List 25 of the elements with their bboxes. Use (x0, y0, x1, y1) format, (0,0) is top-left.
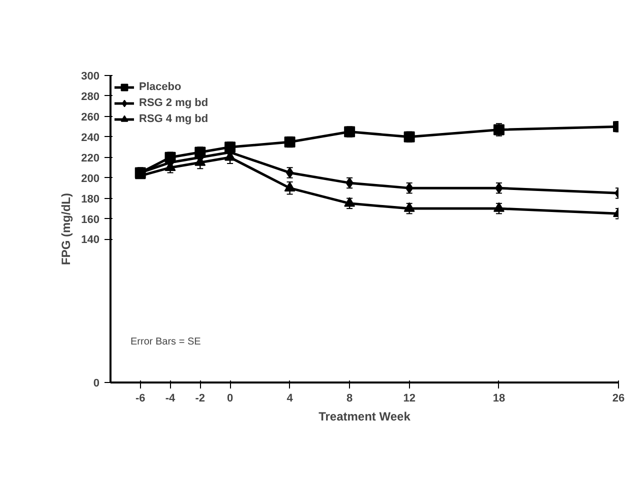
y-tick-label: 280 (81, 90, 100, 103)
x-tick-label: 26 (612, 392, 625, 404)
y-tick-label: 260 (81, 111, 100, 124)
legend-label: RSG 4 mg bd (139, 112, 208, 127)
x-tick-label: -4 (165, 392, 176, 404)
legend-label: Placebo (139, 80, 182, 95)
y-axis-title: FPG (mg/dL) (59, 192, 74, 265)
y-tick-label: 140 (81, 234, 100, 246)
x-tick-label: 4 (286, 392, 294, 404)
y-tick-label: 220 (81, 152, 100, 164)
x-tick-label: -2 (195, 392, 206, 404)
x-tick-label: 18 (492, 392, 506, 404)
y-tick-label: 160 (81, 214, 100, 226)
y-tick-label: 200 (81, 172, 100, 185)
y-tick-label: 240 (81, 132, 100, 144)
x-tick-label: 12 (403, 392, 416, 404)
x-tick-label: 8 (346, 392, 353, 404)
y-tick-label: 0 (93, 378, 100, 390)
legend-label: RSG 2 mg bd (139, 96, 208, 111)
x-tick-label: 0 (226, 392, 234, 404)
y-tick-label: 300 (81, 70, 100, 82)
x-axis-title: Treatment Week (318, 410, 411, 424)
y-tick-label: 180 (81, 193, 100, 206)
x-tick-label: -6 (135, 392, 146, 404)
annotation: Error Bars = SE (130, 336, 202, 348)
